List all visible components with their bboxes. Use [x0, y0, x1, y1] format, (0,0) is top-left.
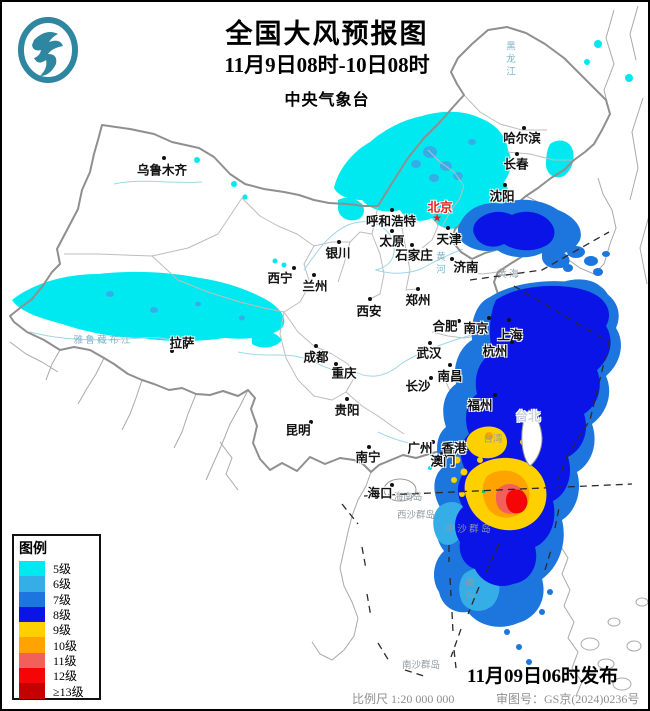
- legend-row: 8级: [19, 606, 99, 623]
- legend-label: 11级: [53, 653, 77, 668]
- legend-row: 7级: [19, 591, 99, 607]
- legend-swatch: [19, 576, 45, 592]
- legend-title: 图例: [19, 542, 47, 557]
- legend-swatch: [19, 622, 45, 638]
- legend-swatch: [19, 637, 45, 653]
- cma-logo-icon: [18, 17, 78, 83]
- legend-label: 12级: [53, 669, 78, 684]
- legend-label: 7级: [53, 592, 72, 607]
- legend-swatch: [19, 561, 45, 577]
- legend-swatch: [19, 606, 45, 623]
- legend-row: 10级: [19, 637, 99, 653]
- legend-label: 5级: [53, 562, 72, 577]
- legend-swatch: [19, 668, 45, 684]
- legend-swatch: [19, 591, 45, 607]
- legend-swatch: [19, 683, 45, 699]
- zone-dash-lines: [341, 231, 633, 678]
- wind-patches-strong: [383, 199, 621, 665]
- legend-label: ≥13级: [53, 684, 84, 699]
- map-scale: 比例尺 1:20 000 000: [352, 692, 455, 706]
- legend-label: 10级: [53, 638, 78, 653]
- legend-label: 9级: [53, 623, 72, 638]
- legend-label: 8级: [53, 608, 72, 623]
- legend-swatch: [19, 652, 45, 669]
- legend-row: ≥13级: [19, 683, 99, 699]
- issue-time: 11月09日06时发布: [467, 666, 618, 687]
- legend-row: 9级: [19, 622, 99, 638]
- legend-label: 6级: [53, 577, 72, 592]
- legend-row: 11级: [19, 652, 99, 669]
- legend-row: 6级: [19, 576, 99, 592]
- approval-number: 审图号：GS京(2024)0236号: [496, 692, 640, 706]
- legend-row: 5级: [19, 561, 99, 577]
- legend-rows: 5级 6级 7级 8级 9级 10级 11级 12级 ≥13级: [19, 561, 99, 699]
- legend: 图例 5级 6级 7级 8级 9级 10级 11级 12级 ≥13级: [12, 534, 101, 700]
- legend-row: 12级: [19, 668, 99, 684]
